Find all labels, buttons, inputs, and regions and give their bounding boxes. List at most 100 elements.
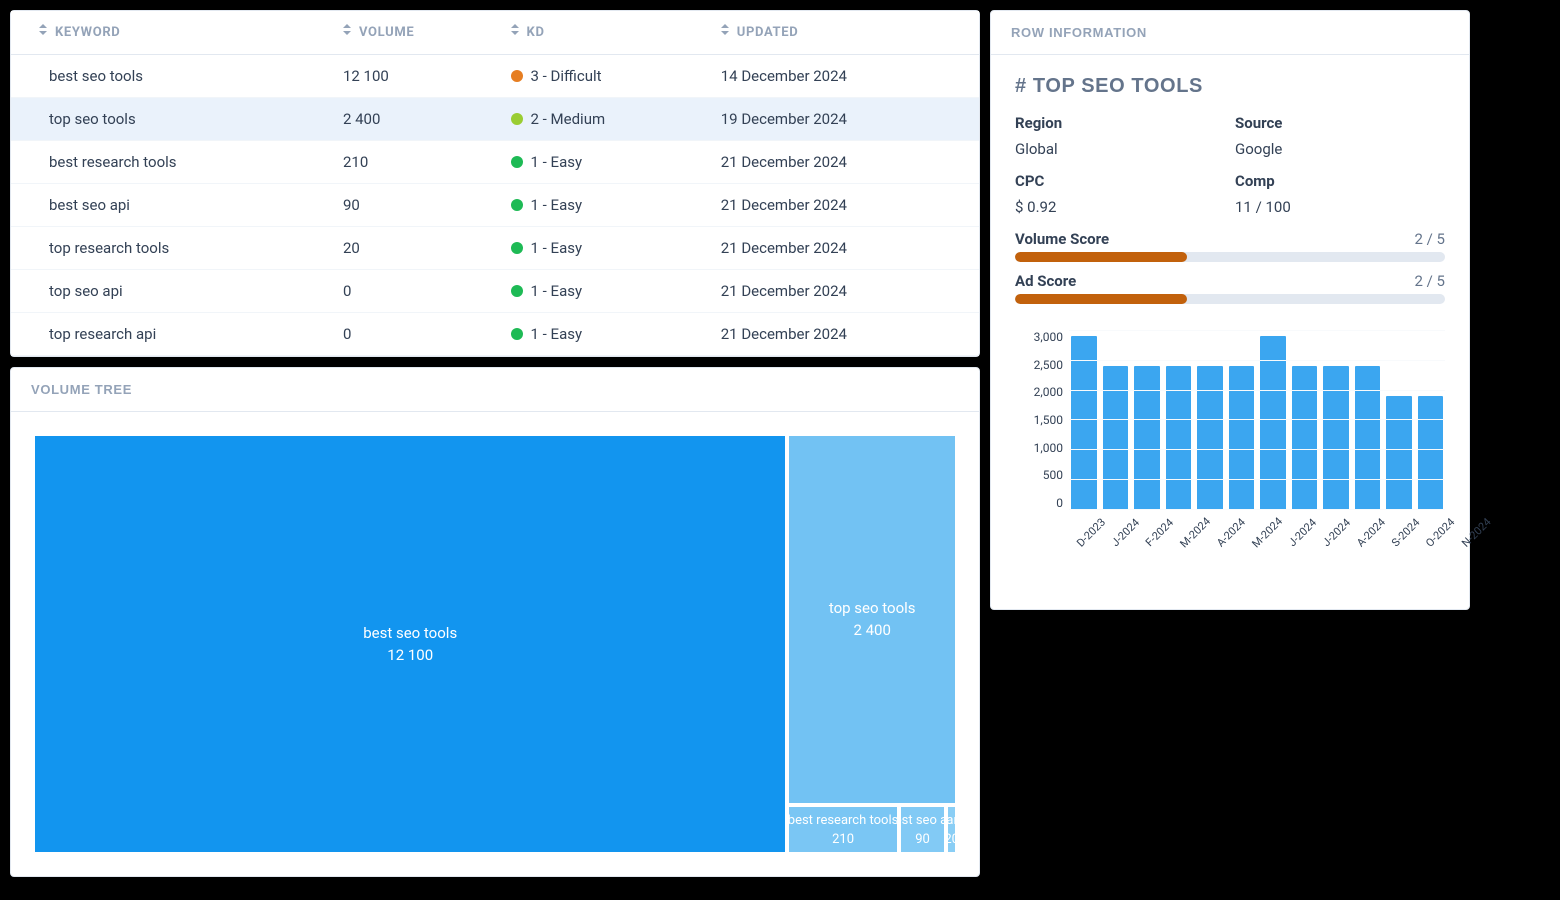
column-header[interactable]: UPDATED [711,11,979,55]
y-tick-label: 0 [1056,496,1063,510]
chart-bar[interactable] [1166,366,1192,510]
kd-text: 1 - Easy [531,282,583,300]
table-row[interactable]: best seo api90 1 - Easy 21 December 2024 [11,184,979,227]
keyword-cell: top research api [11,313,333,356]
kd-dot-icon [511,242,523,254]
keyword-cell: top research tools [11,227,333,270]
kd-text: 3 - Difficult [531,67,602,85]
column-header-label: UPDATED [737,25,799,40]
table-row[interactable]: top seo api0 1 - Easy 21 December 2024 [11,270,979,313]
source-label: Source [1235,114,1445,132]
kd-text: 1 - Easy [531,153,583,171]
kd-cell: 1 - Easy [501,313,711,356]
y-tick-label: 2,500 [1034,358,1063,372]
treemap-node-value: 2 400 [853,621,890,639]
y-tick-label: 1,500 [1034,413,1063,427]
column-header[interactable]: KEYWORD [11,11,333,55]
kd-text: 2 - Medium [531,110,606,128]
kd-cell: 1 - Easy [501,141,711,184]
kd-dot-icon [511,285,523,297]
keyword-cell: top seo api [11,270,333,313]
volume-cell: 210 [333,141,501,184]
kd-cell: 2 - Medium [501,98,711,141]
updated-cell: 21 December 2024 [711,184,979,227]
keyword-cell: best seo tools [11,55,333,98]
source-value: Google [1235,140,1445,158]
volume-tree-panel: VOLUME TREE best seo tools 12 100 top seo … [10,367,980,877]
volume-score-bar [1015,252,1445,262]
kd-cell: 3 - Difficult [501,55,711,98]
table-row[interactable]: top seo tools2 400 2 - Medium 19 December … [11,98,979,141]
kd-dot-icon [511,199,523,211]
treemap-node-label: best seo api [899,813,947,829]
treemap-node[interactable]: top seo tools 2 400 [787,434,957,805]
treemap-node[interactable]: best research tools210 [787,805,898,854]
ad-score-bar [1015,294,1445,304]
y-tick-label: 1,000 [1034,441,1063,455]
volume-cell: 0 [333,270,501,313]
chart-bar[interactable] [1197,366,1223,510]
volume-treemap[interactable]: best seo tools 12 100 top seo tools 2 400 be… [33,434,957,854]
region-label: Region [1015,114,1225,132]
volume-cell: 90 [333,184,501,227]
chart-bar[interactable] [1103,366,1129,510]
updated-cell: 21 December 2024 [711,141,979,184]
volume-score-value: 2 / 5 [1415,230,1446,248]
y-tick-label: 500 [1043,468,1063,482]
chart-bar[interactable] [1418,396,1444,510]
ad-score-label: Ad Score [1015,272,1076,290]
updated-cell: 19 December 2024 [711,98,979,141]
row-info-panel: ROW INFORMATION # TOP SEO TOOLS Region G… [990,10,1470,610]
keyword-cell: top seo tools [11,98,333,141]
table-row[interactable]: best research tools210 1 - Easy 21 Decembe… [11,141,979,184]
column-header-label: VOLUME [359,25,414,40]
kd-text: 1 - Easy [531,196,583,214]
chart-bar[interactable] [1229,366,1255,510]
column-header-label: KD [527,25,545,40]
kd-dot-icon [511,328,523,340]
column-header[interactable]: VOLUME [333,11,501,55]
chart-bar[interactable] [1134,366,1160,510]
table-row[interactable]: top research api01 - Easy21 December 202… [11,313,979,356]
keyword-cell: best seo api [11,184,333,227]
volume-tree-header: VOLUME TREE [11,368,979,412]
chart-bar[interactable] [1292,366,1318,510]
kd-cell: 1 - Easy [501,227,711,270]
treemap-node[interactable]: best seo tools 12 100 [33,434,787,854]
treemap-node-label: best seo tools [363,624,457,642]
kd-text: 1 - Easy [531,325,583,343]
chart-bar[interactable] [1355,366,1381,510]
chart-bar[interactable] [1323,366,1349,510]
updated-cell: 21 December 2024 [711,270,979,313]
cpc-label: CPC [1015,172,1225,190]
chart-bar[interactable] [1260,336,1286,510]
treemap-node-value: 90 [915,832,930,848]
volume-cell: 0 [333,313,501,356]
kd-dot-icon [511,70,523,82]
chart-bar[interactable] [1386,396,1412,510]
comp-label: Comp [1235,172,1445,190]
updated-cell: 21 December 2024 [711,227,979,270]
volume-score-fill [1015,252,1187,262]
chart-bar[interactable] [1071,336,1097,510]
kd-dot-icon [511,113,523,125]
volume-cell: 2 400 [333,98,501,141]
treemap-node-value: 12 100 [387,646,433,664]
row-info-title: # TOP SEO TOOLS [1015,75,1445,98]
treemap-node[interactable]: best seo api 90 [899,805,947,854]
table-row[interactable]: top research tools201 - Easy21 December … [11,227,979,270]
treemap-node-label: top seo tools [829,599,916,617]
column-header[interactable]: KD [501,11,711,55]
ad-score-value: 2 / 5 [1415,272,1446,290]
keyword-table-panel: KEYWORD VOLUME KD UPDATED best seo tools12 … [10,10,980,357]
keyword-cell: best research tools [11,141,333,184]
treemap-node-value: 210 [832,832,854,848]
table-row[interactable]: best seo tools12 100 3 - Difficult 14 Dece… [11,55,979,98]
y-tick-label: 3,000 [1034,330,1063,344]
treemap-node[interactable]: top research tools20 [946,805,957,854]
row-info-header: ROW INFORMATION [991,11,1469,55]
kd-cell: 1 - Easy [501,184,711,227]
volume-cell: 12 100 [333,55,501,98]
updated-cell: 14 December 2024 [711,55,979,98]
y-tick-label: 2,000 [1034,385,1063,399]
